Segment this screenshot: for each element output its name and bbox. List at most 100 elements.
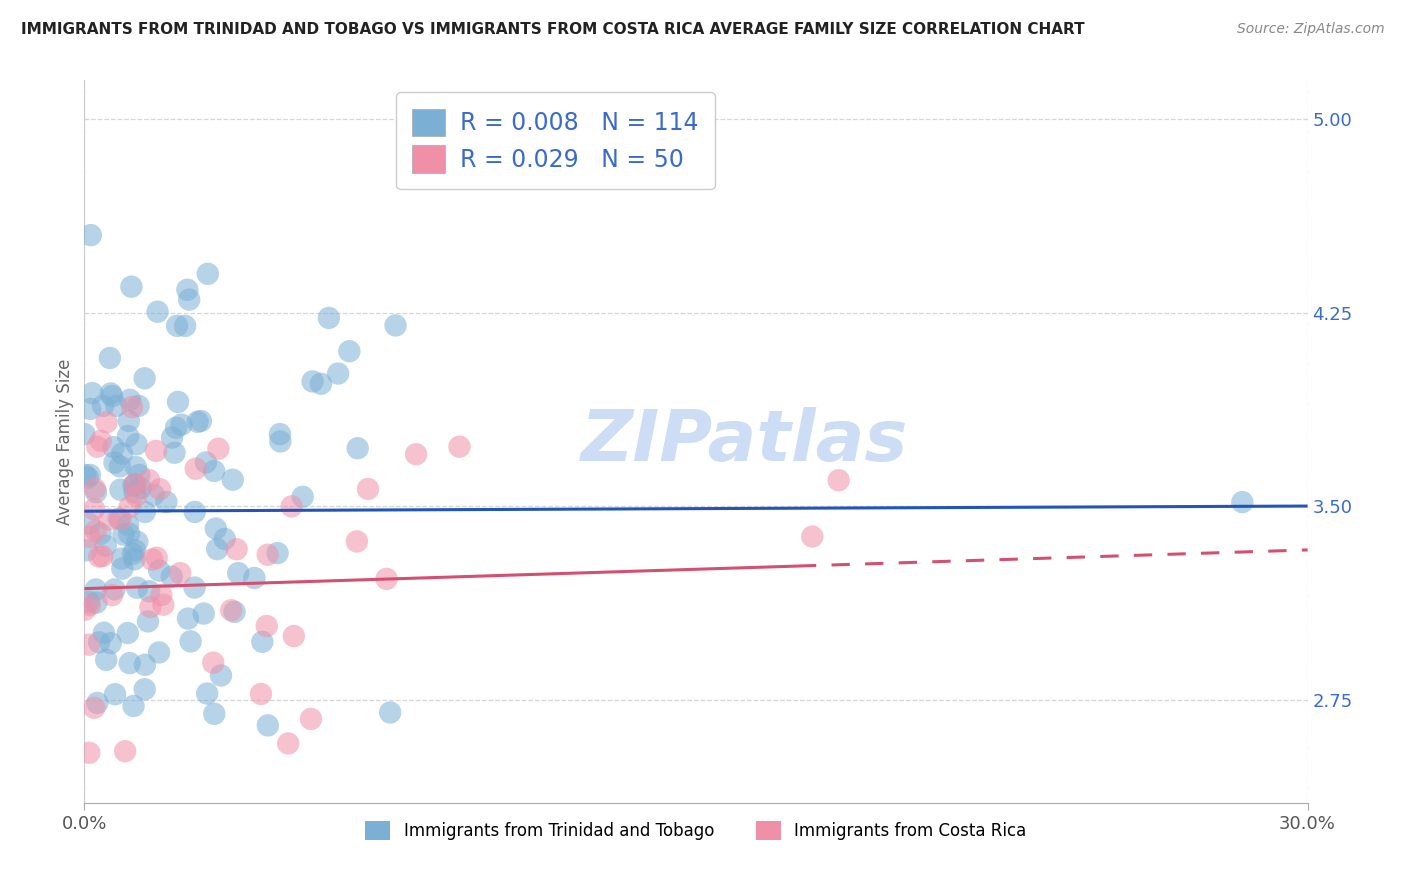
Point: [96, 415, 118, 429]
Point: [256, 548, 278, 562]
Point: [187, 415, 209, 429]
Point: [86, 440, 108, 454]
Point: [124, 485, 146, 500]
Y-axis label: Average Family Size: Average Family Size: [56, 359, 75, 524]
Point: [160, 570, 183, 584]
Point: [357, 482, 380, 496]
Point: [160, 431, 183, 445]
Point: [77, 530, 100, 544]
Point: [145, 443, 167, 458]
Point: [128, 399, 150, 413]
Point: [120, 279, 142, 293]
Point: [117, 517, 139, 532]
Point: [73, 468, 96, 483]
Point: [121, 547, 143, 561]
Point: [197, 267, 219, 281]
Point: [145, 550, 167, 565]
Point: [146, 304, 169, 318]
Point: [177, 611, 200, 625]
Point: [149, 482, 172, 496]
Point: [108, 459, 131, 474]
Point: [828, 473, 851, 487]
Point: [125, 581, 148, 595]
Point: [98, 512, 121, 526]
Point: [222, 473, 245, 487]
Point: [148, 564, 170, 578]
Point: [110, 512, 132, 526]
Point: [138, 473, 160, 487]
Point: [225, 542, 247, 557]
Point: [801, 530, 824, 544]
Point: [167, 395, 190, 409]
Point: [125, 437, 148, 451]
Point: [79, 467, 101, 482]
Point: [105, 399, 128, 413]
Point: [94, 539, 117, 553]
Point: [77, 638, 100, 652]
Point: [134, 505, 156, 519]
Point: [299, 712, 322, 726]
Point: [176, 283, 198, 297]
Point: [134, 657, 156, 672]
Point: [117, 626, 139, 640]
Point: [117, 429, 139, 443]
Point: [118, 392, 141, 407]
Point: [280, 500, 302, 514]
Point: [179, 293, 201, 307]
Point: [134, 371, 156, 385]
Point: [250, 687, 273, 701]
Legend: Immigrants from Trinidad and Tobago, Immigrants from Costa Rica: Immigrants from Trinidad and Tobago, Imm…: [357, 813, 1035, 848]
Point: [449, 440, 471, 454]
Point: [243, 571, 266, 585]
Point: [122, 698, 145, 713]
Point: [129, 481, 152, 495]
Point: [180, 634, 202, 648]
Point: [1232, 495, 1254, 509]
Point: [118, 526, 141, 541]
Point: [142, 488, 165, 502]
Point: [139, 599, 162, 614]
Point: [183, 581, 205, 595]
Point: [209, 668, 232, 682]
Text: IMMIGRANTS FROM TRINIDAD AND TOBAGO VS IMMIGRANTS FROM COSTA RICA AVERAGE FAMILY: IMMIGRANTS FROM TRINIDAD AND TOBAGO VS I…: [21, 22, 1084, 37]
Point: [79, 401, 101, 416]
Point: [103, 456, 125, 470]
Point: [163, 446, 186, 460]
Point: [202, 706, 225, 721]
Point: [101, 389, 124, 403]
Point: [86, 696, 108, 710]
Point: [83, 700, 105, 714]
Point: [103, 440, 125, 454]
Point: [91, 549, 114, 563]
Point: [309, 376, 332, 391]
Point: [194, 455, 217, 469]
Point: [136, 615, 159, 629]
Point: [83, 482, 105, 496]
Point: [118, 414, 141, 428]
Point: [141, 552, 163, 566]
Point: [84, 485, 107, 500]
Point: [124, 543, 146, 558]
Point: [170, 417, 193, 432]
Point: [269, 434, 291, 449]
Point: [169, 566, 191, 581]
Point: [152, 598, 174, 612]
Point: [266, 546, 288, 560]
Point: [184, 505, 207, 519]
Point: [207, 442, 229, 456]
Point: [96, 653, 118, 667]
Point: [277, 736, 299, 750]
Point: [195, 686, 218, 700]
Point: [82, 386, 104, 401]
Point: [79, 746, 101, 760]
Point: [90, 434, 112, 448]
Point: [150, 588, 173, 602]
Point: [202, 656, 225, 670]
Point: [86, 596, 108, 610]
Point: [84, 582, 107, 597]
Point: [204, 522, 226, 536]
Point: [155, 495, 177, 509]
Point: [257, 718, 280, 732]
Point: [138, 584, 160, 599]
Point: [118, 656, 141, 670]
